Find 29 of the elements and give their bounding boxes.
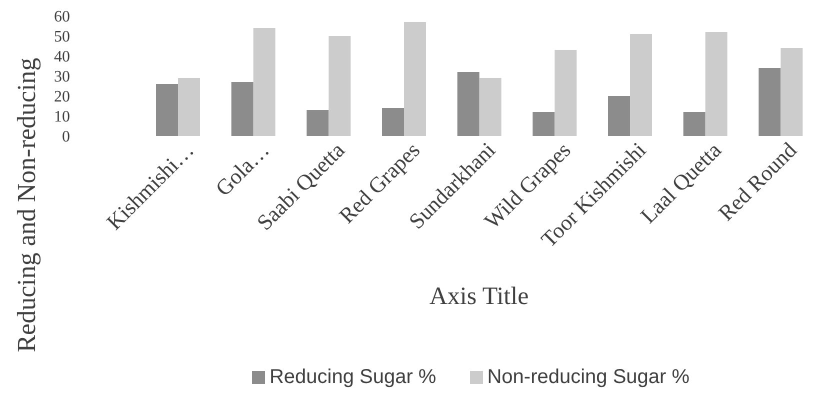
bar [608, 96, 630, 136]
y-tick-label: 0 [62, 128, 70, 146]
bar [705, 32, 728, 136]
bar [178, 78, 200, 136]
y-tick-label: 60 [54, 8, 70, 26]
bar [457, 72, 480, 136]
y-axis-title: Reducing and Non-reducing [12, 58, 42, 352]
legend-label: Non-reducing Sugar % [487, 366, 690, 388]
y-tick-label: 40 [54, 48, 70, 66]
bar [382, 108, 404, 136]
bar [306, 110, 329, 136]
y-tick-label: 20 [54, 88, 70, 106]
legend-label: Reducing Sugar % [269, 366, 436, 388]
bar [758, 68, 781, 136]
y-tick-label: 10 [54, 108, 70, 126]
bar [328, 36, 351, 136]
bar [253, 28, 276, 136]
x-axis-title: Axis Title [429, 283, 529, 310]
y-tick-label: 50 [54, 28, 70, 46]
bar [479, 78, 502, 136]
bar [683, 112, 706, 136]
bar [231, 82, 254, 136]
bar [630, 34, 652, 136]
bar [780, 48, 803, 136]
bar [404, 22, 426, 136]
bar [156, 84, 178, 136]
bar [554, 50, 577, 136]
bar [532, 112, 555, 136]
y-tick-label: 30 [54, 68, 70, 86]
